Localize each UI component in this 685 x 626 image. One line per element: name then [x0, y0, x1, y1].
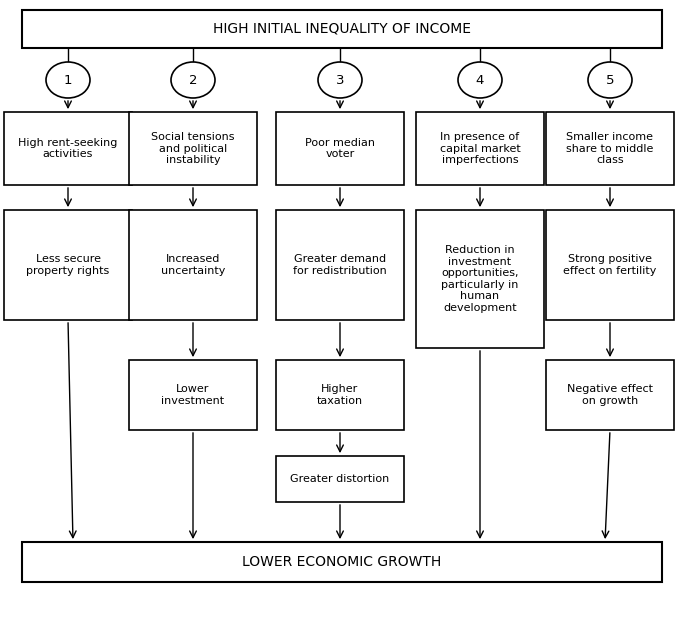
- Text: 3: 3: [336, 73, 345, 86]
- FancyBboxPatch shape: [276, 360, 404, 430]
- FancyBboxPatch shape: [546, 360, 674, 430]
- Text: Strong positive
effect on fertility: Strong positive effect on fertility: [563, 254, 657, 276]
- Text: Social tensions
and political
instability: Social tensions and political instabilit…: [151, 132, 235, 165]
- FancyBboxPatch shape: [22, 10, 662, 48]
- Text: 1: 1: [64, 73, 72, 86]
- Text: 5: 5: [606, 73, 614, 86]
- Ellipse shape: [458, 62, 502, 98]
- FancyBboxPatch shape: [129, 360, 257, 430]
- Text: Lower
investment: Lower investment: [162, 384, 225, 406]
- Ellipse shape: [46, 62, 90, 98]
- Text: Negative effect
on growth: Negative effect on growth: [567, 384, 653, 406]
- FancyBboxPatch shape: [416, 112, 544, 185]
- Text: High rent-seeking
activities: High rent-seeking activities: [18, 138, 118, 159]
- FancyBboxPatch shape: [22, 542, 662, 582]
- FancyBboxPatch shape: [416, 210, 544, 348]
- FancyBboxPatch shape: [129, 112, 257, 185]
- Text: Increased
uncertainty: Increased uncertainty: [161, 254, 225, 276]
- Text: Greater demand
for redistribution: Greater demand for redistribution: [293, 254, 387, 276]
- FancyBboxPatch shape: [546, 210, 674, 320]
- Ellipse shape: [318, 62, 362, 98]
- Text: Higher
taxation: Higher taxation: [317, 384, 363, 406]
- Text: LOWER ECONOMIC GROWTH: LOWER ECONOMIC GROWTH: [242, 555, 442, 569]
- FancyBboxPatch shape: [546, 112, 674, 185]
- Ellipse shape: [171, 62, 215, 98]
- Ellipse shape: [588, 62, 632, 98]
- Text: HIGH INITIAL INEQUALITY OF INCOME: HIGH INITIAL INEQUALITY OF INCOME: [213, 22, 471, 36]
- FancyBboxPatch shape: [276, 210, 404, 320]
- Text: In presence of
capital market
imperfections: In presence of capital market imperfecti…: [440, 132, 521, 165]
- FancyBboxPatch shape: [276, 456, 404, 502]
- Text: Smaller income
share to middle
class: Smaller income share to middle class: [566, 132, 653, 165]
- Text: Greater distortion: Greater distortion: [290, 474, 390, 484]
- Text: Less secure
property rights: Less secure property rights: [27, 254, 110, 276]
- Text: Reduction in
investment
opportunities,
particularly in
human
development: Reduction in investment opportunities, p…: [441, 245, 519, 313]
- FancyBboxPatch shape: [4, 210, 132, 320]
- Text: 2: 2: [189, 73, 197, 86]
- FancyBboxPatch shape: [4, 112, 132, 185]
- Text: Poor median
voter: Poor median voter: [305, 138, 375, 159]
- FancyBboxPatch shape: [129, 210, 257, 320]
- FancyBboxPatch shape: [276, 112, 404, 185]
- Text: 4: 4: [476, 73, 484, 86]
